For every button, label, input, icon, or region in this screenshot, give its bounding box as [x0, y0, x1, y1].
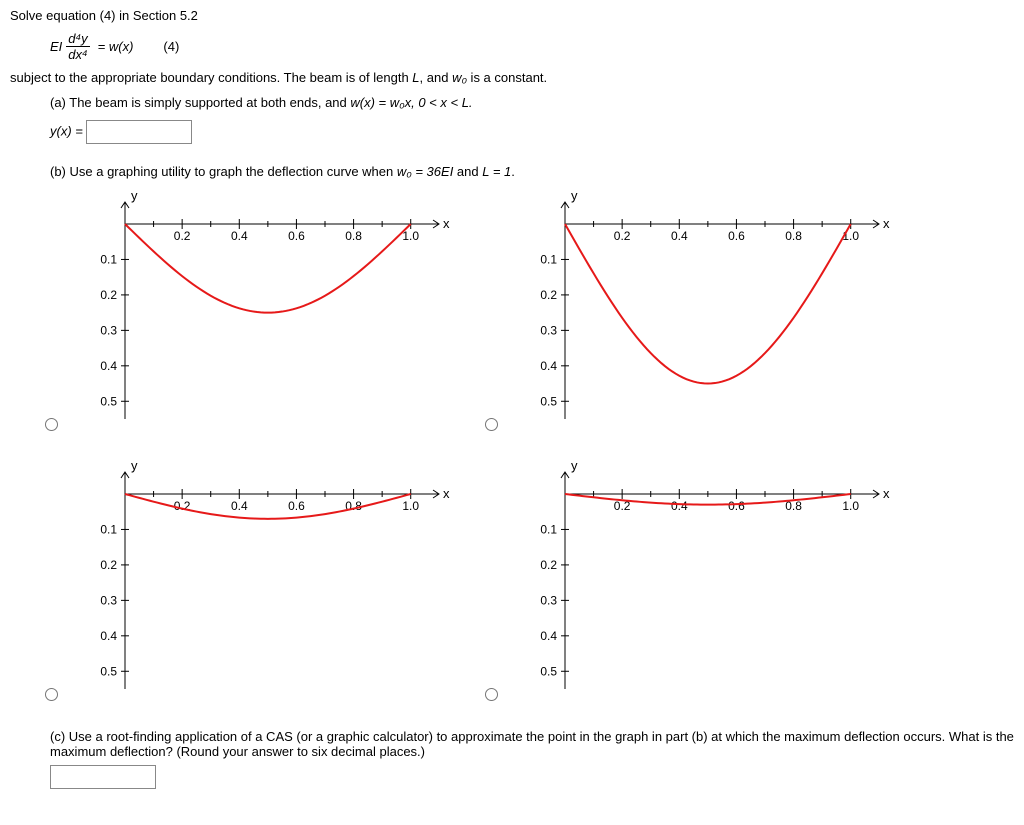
- svg-text:0.2: 0.2: [614, 229, 631, 243]
- svg-text:0.5: 0.5: [540, 664, 557, 678]
- page-heading: Solve equation (4) in Section 5.2: [10, 8, 1014, 23]
- svg-text:0.2: 0.2: [100, 558, 117, 572]
- part-b-cond1: w₀ = 36EI: [397, 164, 453, 179]
- svg-text:0.4: 0.4: [671, 229, 688, 243]
- equation-rhs: = w(x): [98, 39, 134, 54]
- part-b-mid: and: [453, 164, 482, 179]
- bc-w0: w₀: [452, 70, 467, 85]
- svg-text:0.1: 0.1: [540, 252, 557, 266]
- equation-label: (4): [163, 39, 179, 54]
- svg-text:0.4: 0.4: [231, 499, 248, 513]
- svg-text:1.0: 1.0: [402, 499, 419, 513]
- svg-text:0.8: 0.8: [345, 499, 362, 513]
- svg-text:0.1: 0.1: [540, 522, 557, 536]
- chart-cell-0: y x 0.2 0.4 0.6 0.8 1.0 0.1 0.2 0.3 0.4 0.5: [70, 189, 490, 449]
- svg-text:0.8: 0.8: [345, 229, 362, 243]
- chart-radio-2[interactable]: [45, 688, 58, 701]
- chart-radio-0[interactable]: [45, 418, 58, 431]
- part-a-input[interactable]: [86, 120, 192, 144]
- svg-text:0.5: 0.5: [100, 394, 117, 408]
- part-b-after: .: [511, 164, 515, 179]
- charts-grid: y x 0.2 0.4 0.6 0.8 1.0 0.1 0.2 0.3 0.4 0.5 y x 0.2 0.…: [70, 189, 1014, 719]
- part-a-eqn: w(x) = w₀x, 0 < x < L.: [350, 95, 472, 110]
- bc-text-3: is a constant.: [467, 70, 547, 85]
- svg-text:y: y: [571, 189, 578, 203]
- svg-text:0.6: 0.6: [728, 499, 745, 513]
- equation-fraction: d⁴y dx⁴: [66, 31, 89, 62]
- equation-prefix: EI: [50, 39, 62, 54]
- part-a-prompt: y(x) =: [50, 123, 86, 138]
- part-b-text-1: (b) Use a graphing utility to graph the …: [50, 164, 397, 179]
- part-b-cond2: L = 1: [482, 164, 511, 179]
- svg-text:1.0: 1.0: [402, 229, 419, 243]
- equation-4: EI d⁴y dx⁴ = w(x) (4): [10, 31, 1014, 62]
- svg-text:0.6: 0.6: [288, 229, 305, 243]
- bc-text-2: , and: [420, 70, 453, 85]
- part-c-input[interactable]: [50, 765, 156, 789]
- svg-text:0.4: 0.4: [671, 499, 688, 513]
- equation-denominator: dx⁴: [66, 47, 89, 62]
- svg-text:y: y: [131, 459, 138, 473]
- svg-text:0.2: 0.2: [540, 288, 557, 302]
- part-c: (c) Use a root-finding application of a …: [10, 729, 1014, 789]
- bc-L: L: [412, 70, 419, 85]
- svg-text:0.4: 0.4: [540, 359, 557, 373]
- svg-text:y: y: [571, 459, 578, 473]
- svg-text:0.3: 0.3: [100, 323, 117, 337]
- chart-cell-2: yx0.20.40.60.81.00.10.20.30.40.5: [70, 459, 490, 719]
- part-a-answer-row: y(x) =: [10, 120, 1014, 144]
- part-a-text: (a) The beam is simply supported at both…: [50, 95, 350, 110]
- svg-text:x: x: [443, 216, 450, 231]
- svg-text:0.4: 0.4: [100, 359, 117, 373]
- part-c-text: (c) Use a root-finding application of a …: [50, 729, 1014, 759]
- bc-text-1: subject to the appropriate boundary cond…: [10, 70, 412, 85]
- svg-text:0.3: 0.3: [540, 323, 557, 337]
- svg-text:0.8: 0.8: [785, 229, 802, 243]
- svg-text:x: x: [883, 486, 890, 501]
- svg-text:0.4: 0.4: [100, 629, 117, 643]
- chart-cell-1: yx0.20.40.60.81.00.10.20.30.40.5: [510, 189, 930, 449]
- chart-radio-3[interactable]: [485, 688, 498, 701]
- chart-cell-3: yx0.20.40.60.81.00.10.20.30.40.5: [510, 459, 930, 719]
- svg-text:0.5: 0.5: [100, 664, 117, 678]
- svg-text:1.0: 1.0: [842, 499, 859, 513]
- svg-text:x: x: [443, 486, 450, 501]
- part-b: (b) Use a graphing utility to graph the …: [10, 164, 1014, 179]
- svg-text:y: y: [131, 189, 138, 203]
- chart-svg-2: yx0.20.40.60.81.00.10.20.30.40.5: [70, 459, 450, 714]
- part-a: (a) The beam is simply supported at both…: [10, 95, 1014, 110]
- svg-text:0.1: 0.1: [100, 522, 117, 536]
- equation-numerator: d⁴y: [66, 31, 89, 47]
- svg-text:0.3: 0.3: [100, 593, 117, 607]
- svg-text:0.2: 0.2: [540, 558, 557, 572]
- svg-text:0.6: 0.6: [728, 229, 745, 243]
- svg-text:0.6: 0.6: [288, 499, 305, 513]
- svg-text:0.4: 0.4: [231, 229, 248, 243]
- chart-svg-1: yx0.20.40.60.81.00.10.20.30.40.5: [510, 189, 890, 444]
- svg-text:0.3: 0.3: [540, 593, 557, 607]
- svg-text:0.2: 0.2: [174, 229, 191, 243]
- chart-svg-3: yx0.20.40.60.81.00.10.20.30.40.5: [510, 459, 890, 714]
- svg-text:x: x: [883, 216, 890, 231]
- chart-radio-1[interactable]: [485, 418, 498, 431]
- svg-text:0.2: 0.2: [100, 288, 117, 302]
- svg-text:0.4: 0.4: [540, 629, 557, 643]
- svg-text:0.1: 0.1: [100, 252, 117, 266]
- boundary-conditions-line: subject to the appropriate boundary cond…: [10, 70, 1014, 85]
- svg-text:0.5: 0.5: [540, 394, 557, 408]
- chart-svg-0: y x 0.2 0.4 0.6 0.8 1.0 0.1 0.2 0.3 0.4 0.5: [70, 189, 450, 444]
